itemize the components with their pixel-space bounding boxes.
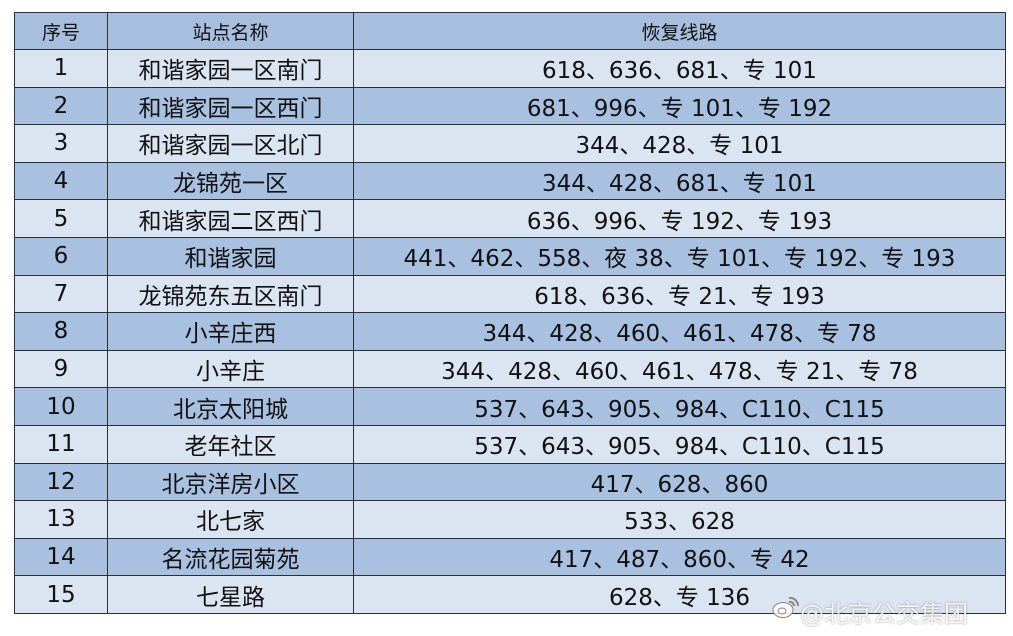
table-row: 12 北京洋房小区 417、628、860 <box>14 462 1006 502</box>
row-index: 14 <box>14 537 108 577</box>
station-name: 和谐家园二区西门 <box>107 199 354 238</box>
restored-routes: 537、643、905、984、C110、C115 <box>353 424 1006 464</box>
row-index: 15 <box>14 575 108 614</box>
row-index: 6 <box>14 236 108 276</box>
row-index: 13 <box>14 500 108 539</box>
restored-routes: 441、462、558、夜 38、专 101、专 192、专 193 <box>353 236 1006 276</box>
restored-routes: 618、636、681、专 101 <box>353 49 1006 88</box>
table-row: 10 北京太阳城 537、643、905、984、C110、C115 <box>14 387 1006 426</box>
row-index: 8 <box>14 312 108 351</box>
restored-routes: 344、428、460、461、478、专 78 <box>353 312 1006 351</box>
row-index: 1 <box>14 49 108 88</box>
row-index: 4 <box>14 161 108 201</box>
station-name: 小辛庄西 <box>107 312 354 351</box>
restored-routes: 628、专 136 <box>353 575 1006 614</box>
station-name: 和谐家园一区南门 <box>107 49 354 88</box>
table-row: 14 名流花园菊苑 417、487、860、专 42 <box>14 537 1006 577</box>
table-row: 6 和谐家园 441、462、558、夜 38、专 101、专 192、专 193 <box>14 236 1006 276</box>
table-row: 11 老年社区 537、643、905、984、C110、C115 <box>14 424 1006 464</box>
watermark: @北京公交集团 <box>800 600 968 628</box>
station-name: 龙锦苑一区 <box>107 161 354 201</box>
restored-routes: 344、428、460、461、478、专 21、专 78 <box>353 349 1006 389</box>
restored-routes-table: 序号 站点名称 恢复线路 1 和谐家园一区南门 618、636、681、专 101 2… <box>14 12 1006 614</box>
restored-routes: 636、996、专 192、专 193 <box>353 199 1006 238</box>
table-row: 2 和谐家园一区西门 681、996、专 101、专 192 <box>14 86 1006 126</box>
table-row: 8 小辛庄西 344、428、460、461、478、专 78 <box>14 312 1006 351</box>
table-row: 13 北七家 533、628 <box>14 500 1006 539</box>
restored-routes: 618、636、专 21、专 193 <box>353 274 1006 314</box>
station-name: 老年社区 <box>107 424 354 464</box>
station-name: 龙锦苑东五区南门 <box>107 274 354 314</box>
station-name: 北京洋房小区 <box>107 462 354 502</box>
restored-routes: 344、428、681、专 101 <box>353 161 1006 201</box>
row-index: 3 <box>14 124 108 163</box>
restored-routes: 417、487、860、专 42 <box>353 537 1006 577</box>
restored-routes: 681、996、专 101、专 192 <box>353 86 1006 126</box>
table-row: 7 龙锦苑东五区南门 618、636、专 21、专 193 <box>14 274 1006 314</box>
station-name: 七星路 <box>107 575 354 614</box>
station-name: 北七家 <box>107 500 354 539</box>
restored-routes: 417、628、860 <box>353 462 1006 502</box>
station-name: 和谐家园一区北门 <box>107 124 354 163</box>
row-index: 11 <box>14 424 108 464</box>
station-name: 和谐家园 <box>107 236 354 276</box>
header-row: 序号 站点名称 恢复线路 <box>14 12 1006 50</box>
row-index: 12 <box>14 462 108 502</box>
station-name: 和谐家园一区西门 <box>107 86 354 126</box>
table-row: 1 和谐家园一区南门 618、636、681、专 101 <box>14 49 1006 88</box>
table-row: 5 和谐家园二区西门 636、996、专 192、专 193 <box>14 199 1006 238</box>
row-index: 5 <box>14 199 108 238</box>
weibo-logo-icon <box>772 596 800 618</box>
station-name: 北京太阳城 <box>107 387 354 426</box>
station-name: 名流花园菊苑 <box>107 537 354 577</box>
restored-routes: 537、643、905、984、C110、C115 <box>353 387 1006 426</box>
restored-routes: 344、428、专 101 <box>353 124 1006 163</box>
table-row: 15 七星路 628、专 136 <box>14 575 1006 614</box>
restored-routes: 533、628 <box>353 500 1006 539</box>
row-index: 10 <box>14 387 108 426</box>
header-index: 序号 <box>14 12 108 50</box>
header-station: 站点名称 <box>107 12 354 50</box>
table-row: 9 小辛庄 344、428、460、461、478、专 21、专 78 <box>14 349 1006 389</box>
header-routes: 恢复线路 <box>353 12 1006 50</box>
row-index: 9 <box>14 349 108 389</box>
table-row: 4 龙锦苑一区 344、428、681、专 101 <box>14 161 1006 201</box>
station-name: 小辛庄 <box>107 349 354 389</box>
row-index: 2 <box>14 86 108 126</box>
table-row: 3 和谐家园一区北门 344、428、专 101 <box>14 124 1006 163</box>
row-index: 7 <box>14 274 108 314</box>
